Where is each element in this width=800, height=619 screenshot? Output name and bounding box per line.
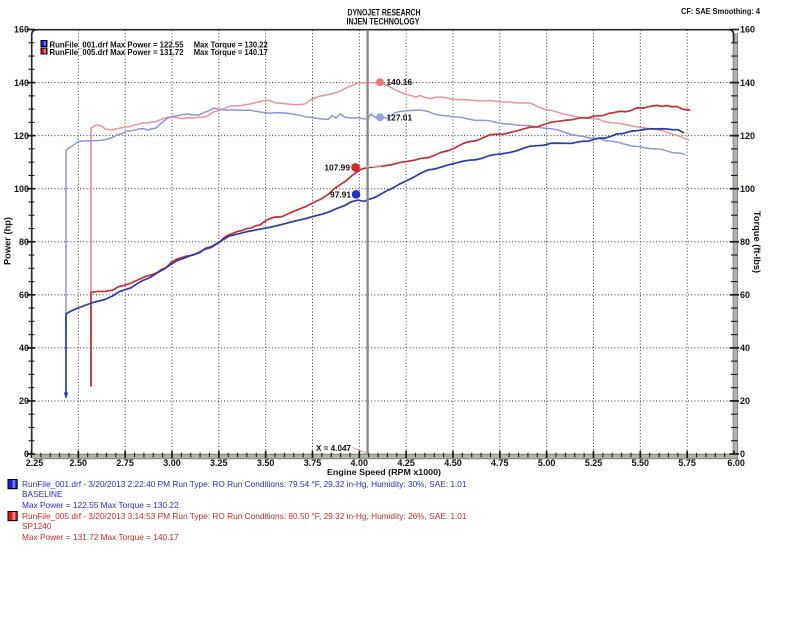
svg-text:20: 20: [19, 396, 29, 406]
svg-text:Max Power = 122.55 Max Torque: Max Power = 122.55 Max Torque = 130.22: [22, 500, 179, 510]
svg-text:6.00: 6.00: [727, 458, 745, 468]
svg-text:CF: SAE Smoothing: 4: CF: SAE Smoothing: 4: [681, 6, 760, 16]
svg-text:Power (hp): Power (hp): [3, 217, 13, 265]
svg-text:60: 60: [740, 290, 750, 300]
svg-text:140: 140: [740, 78, 755, 88]
svg-text:100: 100: [740, 184, 755, 194]
svg-text:2.75: 2.75: [116, 458, 134, 468]
svg-text:Engine Speed (RPM x1000): Engine Speed (RPM x1000): [327, 467, 441, 477]
svg-text:2.50: 2.50: [70, 458, 88, 468]
svg-text:3.00: 3.00: [163, 458, 181, 468]
svg-text:4.25: 4.25: [397, 458, 415, 468]
svg-text:Max Torque = 140.17: Max Torque = 140.17: [194, 48, 268, 57]
svg-text:2.25: 2.25: [26, 458, 44, 468]
svg-text:RunFile_001.drf Max Power = 12: RunFile_001.drf Max Power = 122.55: [50, 40, 184, 49]
svg-text:DYNOJET RESEARCH: DYNOJET RESEARCH: [348, 7, 421, 17]
svg-text:80: 80: [740, 237, 750, 247]
svg-text:BASELINE: BASELINE: [22, 489, 63, 499]
svg-text:140.16: 140.16: [387, 77, 413, 87]
svg-text:X = 4.047: X = 4.047: [316, 444, 351, 453]
svg-text:5.25: 5.25: [585, 458, 603, 468]
svg-text:0: 0: [740, 449, 745, 459]
svg-text:SP1240: SP1240: [22, 521, 52, 531]
svg-text:40: 40: [19, 343, 29, 353]
svg-text:120: 120: [740, 131, 755, 141]
svg-text:3.25: 3.25: [210, 458, 228, 468]
svg-text:4.75: 4.75: [491, 458, 509, 468]
svg-text:INJEN TECHNOLOGY: INJEN TECHNOLOGY: [347, 16, 420, 26]
svg-text:Max Torque = 130.22: Max Torque = 130.22: [194, 40, 268, 49]
svg-text:20: 20: [740, 396, 750, 406]
svg-text:5.50: 5.50: [632, 458, 650, 468]
svg-text:60: 60: [19, 290, 29, 300]
svg-text:RunFile_005.drf - 3/20/2013 3:: RunFile_005.drf - 3/20/2013 3:14:53 PM R…: [22, 511, 467, 521]
svg-text:5.75: 5.75: [678, 458, 696, 468]
svg-text:120: 120: [14, 131, 29, 141]
svg-text:140: 140: [14, 78, 29, 88]
svg-text:0: 0: [24, 449, 29, 459]
svg-text:127.01: 127.01: [387, 112, 413, 122]
svg-text:Torque (ft-lbs): Torque (ft-lbs): [752, 211, 762, 273]
svg-text:80: 80: [19, 237, 29, 247]
svg-text:160: 160: [740, 25, 755, 35]
svg-text:97.91: 97.91: [330, 189, 351, 199]
svg-text:100: 100: [14, 184, 29, 194]
svg-text:40: 40: [740, 343, 750, 353]
svg-text:RunFile_005.drf Max Power = 13: RunFile_005.drf Max Power = 131.72: [50, 48, 184, 57]
svg-text:5.00: 5.00: [538, 458, 556, 468]
svg-text:3.75: 3.75: [304, 458, 322, 468]
svg-text:3.50: 3.50: [257, 458, 275, 468]
svg-text:4.50: 4.50: [444, 458, 462, 468]
svg-text:160: 160: [14, 25, 29, 35]
svg-text:Max Power = 131.72 Max Torque: Max Power = 131.72 Max Torque = 140.17: [22, 532, 179, 542]
svg-text:4.00: 4.00: [351, 458, 369, 468]
svg-text:107.99: 107.99: [324, 163, 350, 173]
svg-text:RunFile_001.drf - 3/20/2013 2:: RunFile_001.drf - 3/20/2013 2:22:40 PM R…: [22, 479, 467, 489]
